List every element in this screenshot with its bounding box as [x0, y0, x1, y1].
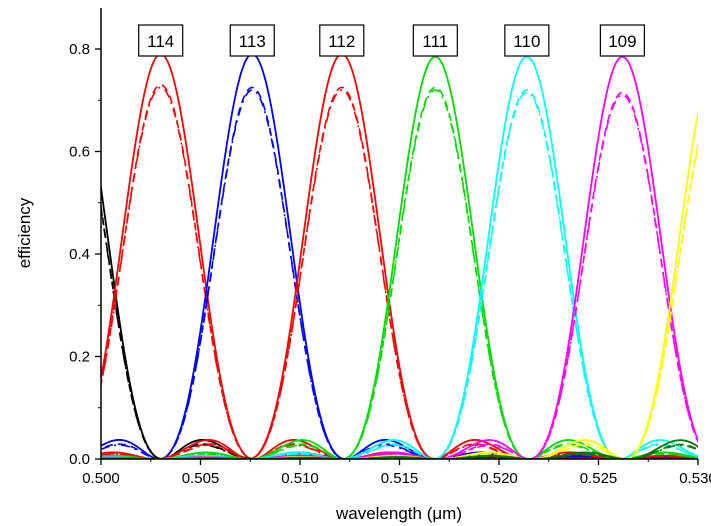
series-line-dashdot [101, 89, 698, 459]
y-tick-label: 0.4 [69, 246, 90, 263]
y-tick-label: 0.8 [69, 41, 90, 58]
order-annotations: 114 113 112 111 110 109 [138, 24, 645, 57]
order-label-frame [412, 24, 458, 57]
x-tick-label: 0.500 [82, 470, 120, 487]
order-label-frame [599, 24, 645, 57]
series-line-solid [101, 181, 698, 459]
y-tick-label: 0.6 [69, 144, 90, 161]
order-label-frame [504, 24, 550, 57]
order-series [101, 181, 698, 459]
x-tick-label: 0.505 [182, 470, 220, 487]
x-tick-label: 0.530 [679, 470, 711, 487]
x-tick-label: 0.510 [281, 470, 319, 487]
x-tick-label: 0.520 [480, 470, 518, 487]
order-label-box: 112 [319, 24, 365, 57]
x-tick-label: 0.515 [381, 470, 419, 487]
y-tick-label: 0.2 [69, 349, 90, 366]
series-line-dashdot [101, 89, 698, 459]
order-label-frame [229, 24, 275, 57]
curves-group [101, 53, 698, 459]
series-line-dashed [101, 91, 698, 459]
order-label-text: 110 [513, 32, 540, 51]
y-axis-label: efficiency [15, 197, 34, 268]
series-line-dashed [101, 89, 698, 459]
order-label-text: 113 [239, 32, 266, 51]
order-label-box: 109 [599, 24, 645, 57]
series-line-dashed [101, 140, 698, 459]
order-label-text: 112 [328, 32, 355, 51]
series-line-dashed [101, 86, 698, 459]
order-label-text: 111 [422, 32, 448, 51]
order-label-frame [319, 24, 365, 57]
x-axis-label: wavelength (μm) [335, 504, 462, 523]
series-line-dashed [101, 86, 698, 459]
order-label-box: 110 [504, 24, 550, 57]
y-tick-label: 0.0 [69, 451, 90, 468]
order-label-box: 111 [412, 24, 458, 57]
series-line-dashdot [101, 89, 698, 459]
order-label-frame [138, 24, 184, 57]
series-line-dashdot [101, 91, 698, 459]
series-line-dashed [101, 201, 698, 459]
series-line-dashed [101, 84, 698, 459]
order-label-box: 113 [229, 24, 275, 57]
x-tick-label: 0.525 [580, 470, 618, 487]
series-line-dashdot [101, 86, 698, 459]
series-line-dashdot [101, 94, 698, 459]
order-label-text: 109 [608, 32, 636, 51]
series-line-dashdot [101, 142, 698, 459]
series-line-dashed [101, 86, 698, 459]
series-line-dashdot [101, 203, 698, 459]
ticks-group: 0.500 0.505 0.510 0.515 0.520 0.525 0.530 0.0 0.… [69, 41, 711, 487]
order-label-box: 114 [138, 24, 184, 57]
order-label-text: 114 [147, 32, 174, 51]
